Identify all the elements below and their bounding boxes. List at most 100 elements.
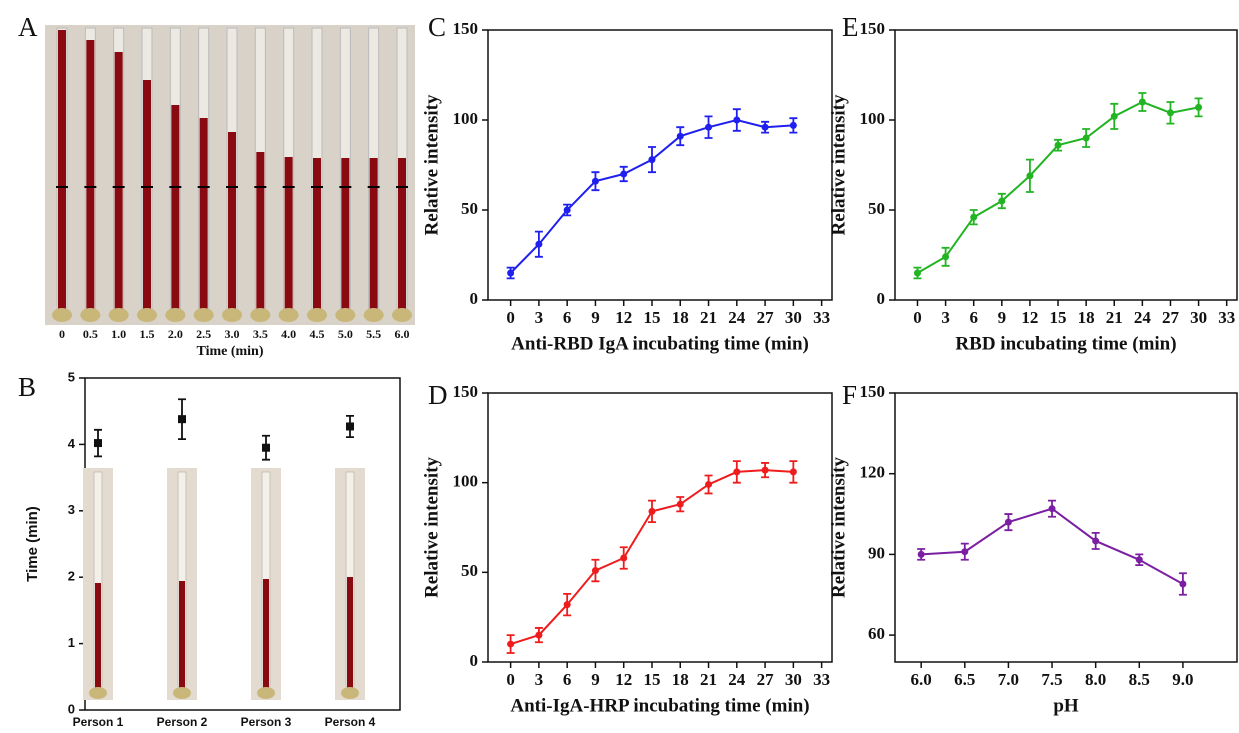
x-tick-label: 3.0	[225, 327, 240, 341]
tube-blood	[263, 579, 269, 693]
point	[563, 206, 571, 214]
y-tick-label: 150	[860, 382, 886, 401]
tube-base	[250, 308, 271, 322]
x-tick-label: 12	[1021, 308, 1038, 327]
y-tick-label: 0	[877, 289, 886, 308]
x-tick-label: 6	[969, 308, 978, 327]
x-tick-label: 9	[998, 308, 1007, 327]
y-tick-label: 5	[68, 369, 75, 384]
panel-label: E	[842, 12, 859, 42]
point	[970, 213, 978, 221]
y-tick-label: 0	[470, 651, 479, 670]
x-tick-label: 3.5	[253, 327, 268, 341]
tube-base	[363, 308, 384, 322]
plot-frame	[487, 29, 833, 301]
x-tick-label: 33	[813, 670, 830, 689]
y-axis-title: Relative intensity	[828, 94, 849, 235]
x-tick-label: Person 4	[325, 715, 376, 729]
point	[913, 269, 921, 277]
x-tick-label: 12	[615, 670, 632, 689]
tube-base	[108, 308, 129, 322]
tube-blood	[171, 105, 180, 313]
x-tick-label: 9.0	[1172, 670, 1193, 689]
point	[761, 466, 769, 474]
point	[733, 468, 741, 476]
y-tick-label: 0	[470, 289, 479, 308]
x-tick-label: 5.0	[338, 327, 353, 341]
x-tick-label: 6	[563, 308, 572, 327]
point	[620, 554, 628, 562]
point	[1092, 537, 1100, 545]
y-tick-label: 3	[68, 502, 75, 517]
point	[676, 132, 684, 140]
panel-label: F	[842, 380, 857, 410]
point	[591, 177, 599, 185]
x-tick-label: 1.5	[140, 327, 155, 341]
point	[262, 443, 270, 452]
x-axis-title: Anti-RBD IgA incubating time (min)	[511, 333, 809, 354]
point	[535, 240, 543, 248]
x-tick-label: 21	[1106, 308, 1123, 327]
x-tick-label: 1.0	[111, 327, 126, 341]
x-tick-label: 0	[913, 308, 922, 327]
x-tick-label: 27	[757, 308, 775, 327]
point	[563, 601, 571, 609]
point	[789, 468, 797, 476]
x-tick-label: 2.0	[168, 327, 183, 341]
tube-base	[52, 308, 72, 322]
point	[705, 123, 713, 131]
tube-base	[341, 687, 359, 699]
x-axis-title: pH	[1053, 695, 1079, 716]
tube-blood	[313, 158, 321, 313]
x-tick-label: 30	[785, 308, 802, 327]
tube-blood	[228, 132, 236, 313]
tube-blood	[347, 577, 353, 693]
point	[1195, 103, 1203, 111]
x-tick-label: 0	[506, 670, 515, 689]
x-tick-label: 8.0	[1085, 670, 1106, 689]
x-tick-label: 6.0	[911, 670, 932, 689]
x-tick-label: 12	[615, 308, 632, 327]
y-axis-title: Relative intensity	[421, 457, 442, 598]
y-axis-title: Relative intensity	[421, 94, 442, 235]
tube-base	[165, 308, 186, 322]
point	[998, 197, 1006, 205]
point	[1110, 112, 1118, 120]
point	[789, 121, 797, 129]
x-tick-label: 7.0	[998, 670, 1019, 689]
point	[733, 116, 741, 124]
point	[676, 500, 684, 508]
tube-blood	[369, 158, 378, 313]
y-tick-label: 90	[868, 543, 885, 562]
x-tick-label: 33	[1218, 308, 1235, 327]
line	[916, 100, 1199, 274]
x-tick-label: 4.0	[281, 327, 296, 341]
point	[1138, 98, 1146, 106]
x-tick-label: 24	[728, 670, 746, 689]
tube-base	[193, 308, 214, 322]
point	[761, 123, 769, 131]
point	[942, 253, 950, 261]
x-tick-label: 6.5	[954, 670, 975, 689]
point	[648, 507, 656, 515]
tube-blood	[58, 30, 66, 313]
panel-label: A	[18, 12, 38, 42]
point	[94, 439, 102, 448]
tube-blood	[256, 152, 265, 313]
point	[591, 567, 599, 575]
y-tick-label: 100	[453, 472, 479, 491]
x-tick-label: Person 2	[157, 715, 208, 729]
y-tick-label: 50	[868, 199, 885, 218]
tube-blood	[398, 158, 406, 313]
x-tick-label: 7.5	[1041, 670, 1062, 689]
x-axis-title: Time (min)	[196, 344, 263, 359]
tube-base	[80, 308, 101, 322]
point	[1026, 172, 1034, 180]
x-tick-label: 5.5	[366, 327, 381, 341]
panel-label: C	[428, 12, 446, 42]
x-tick-label: 24	[728, 308, 746, 327]
tube-base	[257, 687, 275, 699]
point	[507, 269, 515, 277]
x-tick-label: 6	[563, 670, 572, 689]
line	[921, 507, 1184, 585]
